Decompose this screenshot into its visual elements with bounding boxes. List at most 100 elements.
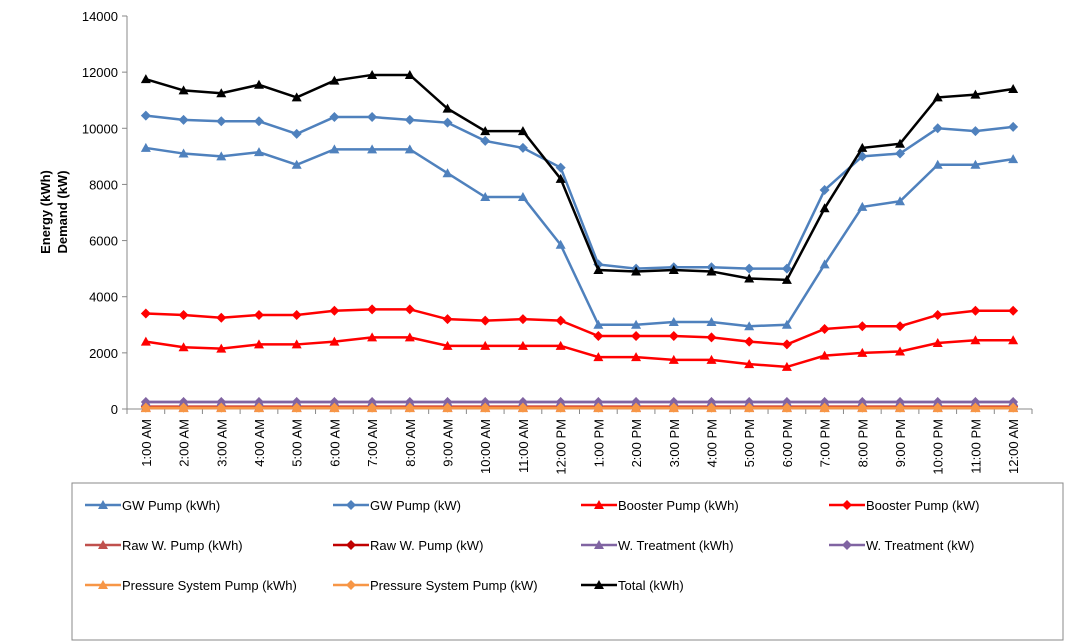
- marker: [555, 340, 566, 350]
- x-tick-label: 6:00 AM: [327, 419, 342, 467]
- marker: [140, 336, 151, 346]
- marker: [442, 402, 453, 413]
- marker: [895, 396, 906, 407]
- series-line: [145, 336, 1014, 369]
- y-tick-label: 4000: [89, 290, 118, 305]
- marker: [706, 316, 717, 326]
- marker: [480, 192, 491, 202]
- marker: [253, 79, 264, 89]
- marker: [706, 396, 717, 407]
- marker: [555, 173, 566, 183]
- marker: [216, 402, 227, 413]
- marker: [367, 144, 378, 154]
- marker: [216, 343, 227, 353]
- marker: [367, 69, 378, 79]
- marker: [744, 263, 755, 274]
- marker: [781, 402, 792, 413]
- marker: [178, 396, 189, 407]
- series-line: [145, 146, 1014, 328]
- marker: [517, 396, 528, 407]
- marker: [253, 339, 264, 349]
- marker: [253, 309, 264, 320]
- marker: [631, 319, 642, 329]
- marker: [367, 402, 378, 413]
- x-tick-label: 8:00 AM: [403, 419, 418, 467]
- marker: [631, 352, 642, 362]
- marker: [781, 361, 792, 371]
- marker: [329, 305, 340, 316]
- marker: [970, 402, 981, 413]
- marker: [970, 305, 981, 316]
- marker: [781, 263, 792, 274]
- marker: [668, 316, 679, 326]
- marker: [480, 315, 491, 326]
- marker: [216, 312, 227, 323]
- legend-label: W. Treatment (kW): [866, 538, 974, 553]
- marker: [593, 331, 604, 342]
- marker: [932, 338, 943, 348]
- marker: [555, 402, 566, 413]
- marker: [404, 144, 415, 154]
- marker: [442, 340, 453, 350]
- x-tick-label: 4:00 AM: [252, 419, 267, 467]
- marker: [895, 346, 906, 356]
- x-tick-label: 7:00 PM: [818, 419, 833, 467]
- legend-label: Raw W. Pump (kW): [370, 538, 483, 553]
- marker: [781, 319, 792, 329]
- marker: [895, 138, 906, 148]
- x-tick-label: 10:00 AM: [478, 419, 493, 474]
- legend-label: Pressure System Pump (kWh): [122, 578, 297, 593]
- legend-entry: Pressure System Pump (kWh): [85, 578, 297, 593]
- marker: [291, 402, 302, 413]
- marker: [216, 116, 227, 127]
- series-line: [145, 308, 1014, 346]
- y-tick-label: 6000: [89, 234, 118, 249]
- marker: [744, 402, 755, 413]
- marker: [291, 128, 302, 139]
- x-tick-label: 4:00 PM: [704, 419, 719, 467]
- marker: [517, 192, 528, 202]
- y-axis-label: Demand (kW): [55, 170, 70, 253]
- marker: [329, 396, 340, 407]
- marker: [932, 159, 943, 169]
- marker: [895, 148, 906, 159]
- marker: [555, 315, 566, 326]
- legend-label: Booster Pump (kW): [866, 498, 979, 513]
- marker: [367, 304, 378, 315]
- marker: [442, 396, 453, 407]
- y-tick-label: 14000: [82, 9, 118, 24]
- marker: [781, 274, 792, 284]
- marker: [480, 135, 491, 146]
- marker: [517, 314, 528, 325]
- x-tick-label: 9:00 PM: [893, 419, 908, 467]
- marker: [346, 500, 356, 510]
- x-tick-label: 5:00 AM: [290, 419, 305, 467]
- x-tick-label: 11:00 PM: [968, 419, 983, 474]
- marker: [631, 266, 642, 276]
- marker: [842, 540, 852, 550]
- marker: [857, 321, 868, 332]
- marker: [140, 74, 151, 84]
- marker: [857, 142, 868, 152]
- marker: [442, 168, 453, 178]
- marker: [555, 396, 566, 407]
- marker: [329, 336, 340, 346]
- marker: [329, 144, 340, 154]
- legend-label: GW Pump (kWh): [122, 498, 220, 513]
- marker: [781, 396, 792, 407]
- marker: [329, 75, 340, 85]
- marker: [1008, 402, 1019, 413]
- marker: [404, 332, 415, 342]
- marker: [631, 402, 642, 413]
- x-tick-label: 11:00 AM: [516, 419, 531, 473]
- marker: [367, 396, 378, 407]
- marker: [857, 347, 868, 357]
- legend-entry: GW Pump (kWh): [85, 498, 220, 513]
- marker: [970, 335, 981, 345]
- marker: [594, 500, 604, 509]
- marker: [367, 332, 378, 342]
- marker: [291, 309, 302, 320]
- marker: [668, 396, 679, 407]
- marker: [480, 340, 491, 350]
